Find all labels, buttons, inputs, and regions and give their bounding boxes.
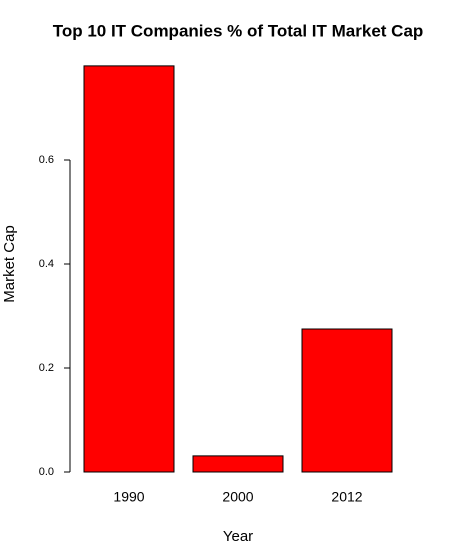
y-tick-label: 0.0 [39, 466, 54, 478]
x-tick-label: 2000 [222, 489, 253, 505]
y-tick-label: 0.6 [39, 154, 54, 166]
bar [83, 65, 175, 473]
bar [192, 455, 284, 473]
y-tick-label: 0.2 [39, 362, 54, 374]
y-tick-label: 0.4 [39, 258, 54, 270]
y-axis-label: Market Cap [1, 225, 18, 303]
x-tick-label: 2012 [331, 489, 362, 505]
x-axis-label: Year [223, 528, 253, 545]
bar [301, 328, 393, 473]
x-tick-label: 1990 [113, 489, 144, 505]
chart-title: Top 10 IT Companies % of Total IT Market… [53, 21, 424, 40]
